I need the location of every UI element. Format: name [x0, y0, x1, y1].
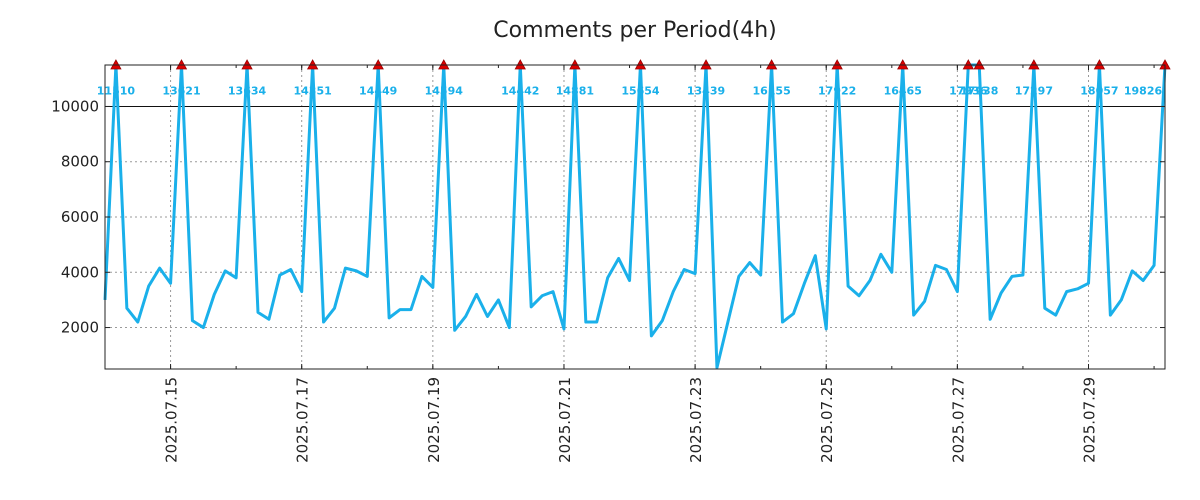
peak-label: 17938 — [960, 84, 998, 97]
x-tick-label: 2025.07.27 — [949, 377, 967, 463]
x-tick-label: 2025.07.25 — [818, 377, 836, 463]
peak-label: 16155 — [752, 84, 790, 97]
x-tick-label: 2025.07.23 — [687, 377, 705, 463]
peak-label: 14442 — [501, 84, 539, 97]
x-tick-label: 2025.07.19 — [425, 377, 443, 463]
y-tick-label: 6000 — [61, 208, 99, 226]
peak-label: 14881 — [556, 84, 594, 97]
series-layer — [103, 63, 1167, 370]
peak-label: 13439 — [687, 84, 725, 97]
peak-label: 16465 — [884, 84, 922, 97]
peak-label: 13621 — [162, 84, 200, 97]
peak-label: 14449 — [359, 84, 397, 97]
tick-layer: 2000 4000 6000 8000 10000 2025.07.15 2025.07.1… — [51, 65, 1165, 463]
y-tick-label: 4000 — [61, 263, 99, 281]
peak-layer: 11510 13621 13634 14351 14449 14594 14442 14881… — [97, 59, 1171, 97]
peak-label: 17936 — [949, 84, 988, 97]
peak-label: 17297 — [1015, 84, 1053, 97]
peak-label: 15654 — [621, 84, 660, 97]
y-tick-label: 8000 — [61, 153, 99, 171]
series-line — [103, 63, 1167, 370]
peak-label: 17922 — [818, 84, 856, 97]
peak-label: 19826 — [1124, 84, 1163, 97]
peak-label: 18057 — [1080, 84, 1118, 97]
peak-label: 14594 — [425, 84, 464, 97]
grid-layer — [105, 65, 1165, 369]
x-tick-label: 2025.07.17 — [294, 377, 312, 463]
y-tick-label: 2000 — [61, 319, 99, 337]
peak-label: 14351 — [293, 84, 331, 97]
x-tick-label: 2025.07.21 — [556, 377, 574, 463]
peak-label: 11510 — [97, 84, 136, 97]
x-tick-label: 2025.07.15 — [163, 377, 181, 463]
y-tick-label: 10000 — [51, 97, 99, 115]
peak-label: 13634 — [228, 84, 267, 97]
x-tick-label: 2025.07.29 — [1081, 377, 1099, 463]
chart-title: Comments per Period(4h) — [493, 18, 777, 43]
